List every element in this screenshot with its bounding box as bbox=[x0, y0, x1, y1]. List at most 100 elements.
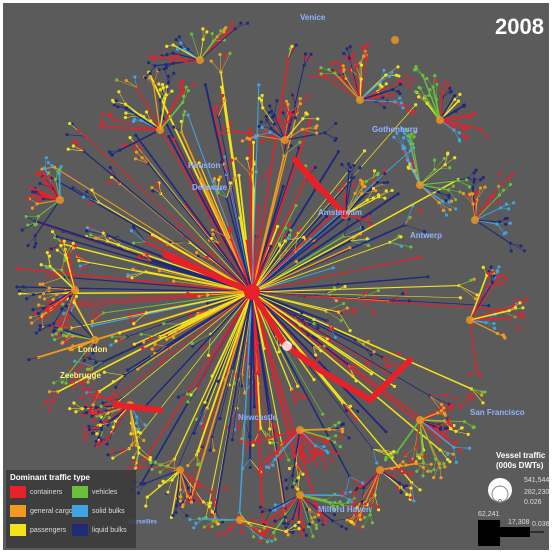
port-node bbox=[144, 504, 147, 507]
port-node bbox=[407, 167, 410, 170]
legend-label: containers bbox=[30, 489, 63, 496]
port-node bbox=[309, 119, 312, 122]
port-node bbox=[281, 111, 284, 114]
port-node bbox=[487, 304, 490, 307]
port-node bbox=[149, 337, 152, 340]
port-node bbox=[167, 75, 170, 78]
port-node bbox=[118, 339, 121, 342]
port-node bbox=[90, 415, 93, 418]
port-node bbox=[231, 438, 234, 441]
port-node bbox=[165, 85, 168, 88]
port-node bbox=[517, 327, 520, 330]
port-node bbox=[282, 522, 285, 525]
port-node bbox=[115, 99, 118, 102]
port-node bbox=[317, 519, 320, 522]
port-node bbox=[504, 231, 507, 234]
port-node bbox=[467, 433, 470, 436]
port-node bbox=[297, 527, 300, 530]
port-node bbox=[392, 450, 395, 453]
port-node bbox=[205, 256, 208, 259]
port-node bbox=[353, 497, 356, 500]
port-node bbox=[156, 182, 159, 185]
port-node bbox=[157, 82, 160, 85]
port-node bbox=[211, 32, 214, 35]
port-node bbox=[333, 441, 336, 444]
port-node bbox=[385, 82, 388, 85]
port-node bbox=[383, 197, 386, 200]
port-node bbox=[205, 30, 208, 33]
port-node bbox=[396, 65, 399, 68]
port-node bbox=[93, 397, 96, 400]
port-node bbox=[50, 247, 53, 250]
port-node bbox=[140, 333, 143, 336]
legend-title: Dominant traffic type bbox=[10, 473, 91, 482]
port-node bbox=[151, 348, 154, 351]
port-node bbox=[322, 445, 325, 448]
port-node bbox=[275, 452, 278, 455]
port-node bbox=[363, 149, 366, 152]
hub-node bbox=[176, 466, 184, 474]
port-node bbox=[27, 358, 30, 361]
port-node bbox=[377, 172, 380, 175]
port-node bbox=[423, 455, 426, 458]
port-node bbox=[83, 359, 86, 362]
port-node bbox=[130, 276, 133, 279]
port-node bbox=[72, 140, 75, 143]
port-node bbox=[47, 300, 50, 303]
port-node bbox=[257, 83, 260, 86]
port-node bbox=[100, 405, 103, 408]
port-node bbox=[345, 57, 348, 60]
size-legend-title: Vessel traffic bbox=[496, 451, 546, 460]
port-node bbox=[56, 235, 59, 238]
port-node bbox=[162, 86, 165, 89]
port-node bbox=[165, 45, 168, 48]
port-node bbox=[316, 358, 319, 361]
port-node bbox=[257, 370, 260, 373]
port-node bbox=[304, 455, 307, 458]
port-node bbox=[92, 419, 95, 422]
port-node bbox=[234, 157, 237, 160]
port-node bbox=[324, 441, 327, 444]
port-node bbox=[81, 381, 84, 384]
port-node bbox=[71, 344, 74, 347]
port-node bbox=[416, 453, 419, 456]
port-node bbox=[446, 394, 449, 397]
port-node bbox=[483, 390, 486, 393]
port-node bbox=[287, 458, 290, 461]
port-node bbox=[82, 196, 85, 199]
port-node bbox=[88, 202, 91, 205]
port-node bbox=[90, 188, 93, 191]
port-node bbox=[459, 449, 462, 452]
port-node bbox=[399, 235, 402, 238]
port-node bbox=[489, 266, 492, 269]
port-node bbox=[349, 166, 352, 169]
port-node bbox=[105, 443, 108, 446]
port-node bbox=[407, 84, 410, 87]
port-node bbox=[177, 396, 180, 399]
port-label: London bbox=[78, 345, 107, 354]
port-node bbox=[108, 416, 111, 419]
port-node bbox=[345, 527, 348, 530]
port-node bbox=[83, 426, 86, 429]
port-node bbox=[452, 184, 455, 187]
port-node bbox=[143, 423, 146, 426]
port-node bbox=[185, 514, 188, 517]
port-node bbox=[266, 540, 269, 543]
port-node bbox=[393, 385, 396, 388]
port-node bbox=[311, 535, 314, 538]
port-node bbox=[99, 124, 102, 127]
port-node bbox=[345, 47, 348, 50]
port-node bbox=[228, 52, 231, 55]
port-node bbox=[432, 476, 435, 479]
port-node bbox=[91, 320, 94, 323]
hub-node bbox=[376, 466, 384, 474]
port-node bbox=[219, 29, 222, 32]
port-node bbox=[134, 157, 137, 160]
port-node bbox=[302, 236, 305, 239]
port-node bbox=[95, 445, 98, 448]
port-node bbox=[246, 157, 249, 160]
port-node bbox=[383, 169, 386, 172]
port-node bbox=[466, 394, 469, 397]
port-node bbox=[213, 503, 216, 506]
port-node bbox=[108, 112, 111, 115]
